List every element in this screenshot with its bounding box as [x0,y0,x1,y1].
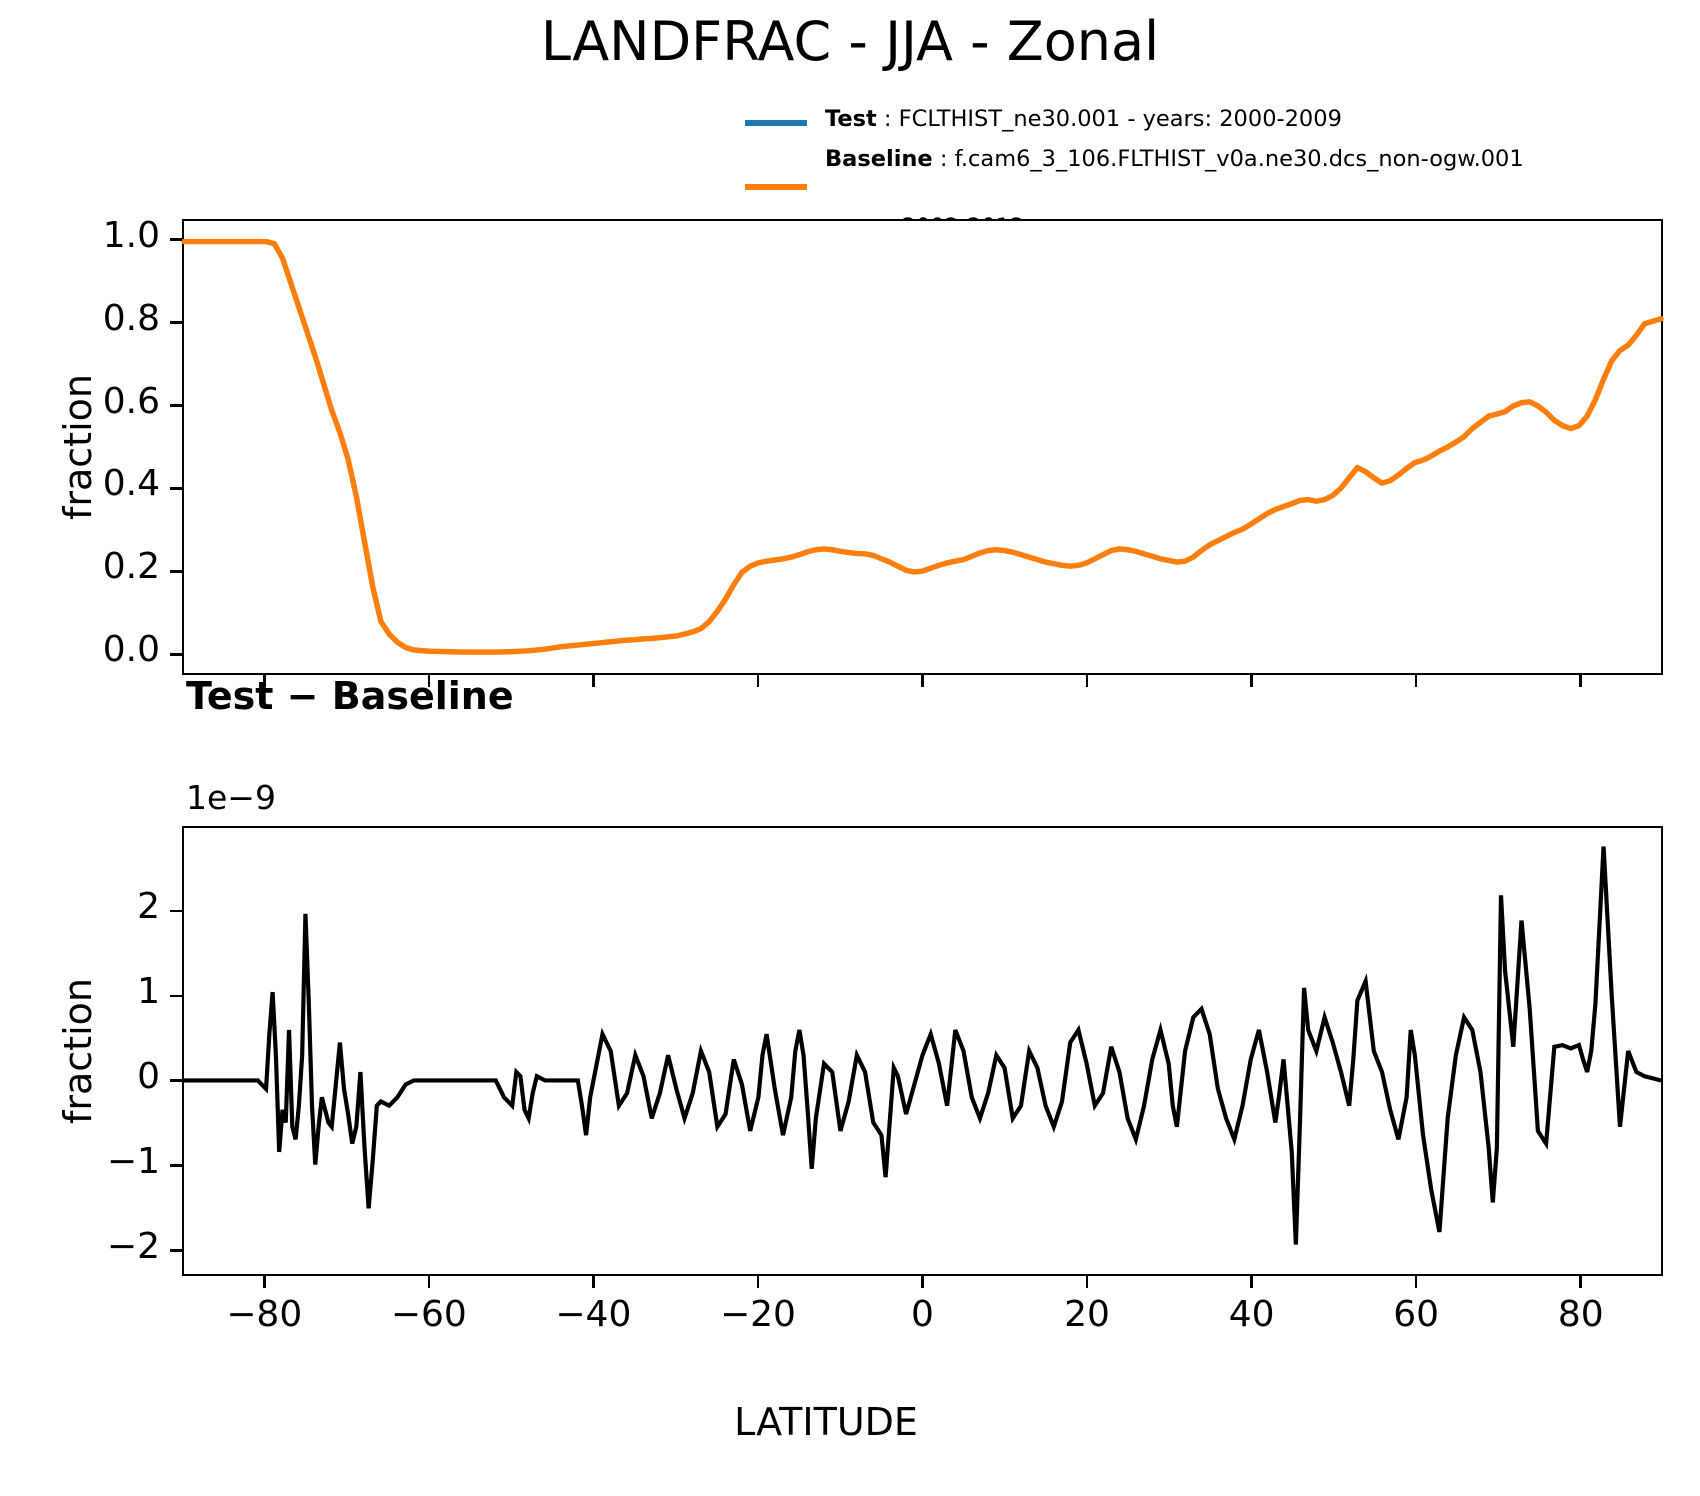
bottom-plot-axes [182,826,1663,1276]
x-tick-mark [1250,1276,1253,1288]
x-tick-mark [757,675,760,687]
x-tick-mark [1086,675,1089,687]
x-tick-mark [921,675,924,687]
x-tick-label: 20 [1007,1294,1167,1335]
y-tick-mark [170,1164,182,1167]
y-tick-mark [170,404,182,407]
y-tick-mark [170,1249,182,1252]
x-axis-label: LATITUDE [734,1400,918,1444]
y-tick-label: 0 [137,1056,160,1097]
legend-label-test: Test : FCLTHIST_ne30.001 - years: 2000-2… [825,106,1342,132]
legend-item-baseline: Baseline : f.cam6_3_106.FLTHIST_v0a.ne30… [745,144,1685,184]
x-tick-label: −80 [184,1294,344,1335]
x-tick-label: −20 [678,1294,838,1335]
y-tick-label: 0.2 [103,546,160,587]
y-tick-label: 1 [137,971,160,1012]
legend-label-test-value: FCLTHIST_ne30.001 - years: 2000-2009 [899,106,1342,132]
y-tick-label: 0.6 [103,381,160,422]
x-tick-mark [1415,675,1418,687]
x-tick-label: 40 [1172,1294,1332,1335]
y-tick-mark [170,570,182,573]
y-tick-mark [170,238,182,241]
x-tick-mark [592,675,595,687]
y-tick-label: 1.0 [103,215,160,256]
x-tick-mark [428,1276,431,1288]
x-tick-mark [263,1276,266,1288]
legend-label-baseline-sep: : [933,146,955,172]
y-tick-mark [170,653,182,656]
x-tick-label: 80 [1501,1294,1661,1335]
top-plot-lines [184,221,1661,673]
legend-swatch-baseline-icon [745,184,807,190]
y-tick-label: −1 [107,1141,160,1182]
bottom-plot-lines [184,828,1661,1274]
top-plot-axes [182,219,1663,675]
y-tick-mark [170,910,182,913]
y-tick-label: 0.0 [103,629,160,670]
x-tick-mark [1579,1276,1582,1288]
x-tick-mark [1415,1276,1418,1288]
top-y-axis-label: fraction [56,374,100,520]
x-tick-mark [921,1276,924,1288]
y-tick-mark [170,1079,182,1082]
legend-label-baseline-value: f.cam6_3_106.FLTHIST_v0a.ne30.dcs_non-og… [955,146,1524,172]
x-tick-mark [1579,675,1582,687]
legend-label-baseline: Baseline : f.cam6_3_106.FLTHIST_v0a.ne30… [825,146,1524,172]
x-tick-label: −60 [349,1294,509,1335]
y-tick-label: 0.8 [103,298,160,339]
y-tick-mark [170,321,182,324]
x-tick-mark [1086,1276,1089,1288]
bottom-y-offset-text: 1e−9 [186,778,276,817]
x-tick-mark [1250,675,1253,687]
legend: Test : FCLTHIST_ne30.001 - years: 2000-2… [745,104,1685,184]
x-tick-label: 60 [1336,1294,1496,1335]
x-tick-mark [592,1276,595,1288]
page-title: LANDFRAC - JJA - Zonal [0,10,1700,73]
y-tick-label: 2 [137,886,160,927]
y-tick-label: −2 [107,1226,160,1267]
bottom-y-axis-label: fraction [56,978,100,1124]
x-tick-mark [757,1276,760,1288]
difference-series-line [184,847,1661,1245]
legend-swatch-test-icon [745,120,807,126]
legend-label-test-sep: : [877,106,899,132]
y-tick-mark [170,995,182,998]
legend-item-test: Test : FCLTHIST_ne30.001 - years: 2000-2… [745,104,1685,144]
x-tick-label: 0 [843,1294,1003,1335]
y-tick-mark [170,487,182,490]
baseline-series-line [184,242,1661,653]
x-tick-label: −40 [513,1294,673,1335]
y-tick-label: 0.4 [103,463,160,504]
legend-label-test-key: Test [825,106,877,132]
legend-label-baseline-key: Baseline [825,146,933,172]
diff-subtitle: Test − Baseline [186,674,514,718]
figure-canvas: LANDFRAC - JJA - Zonal Test : FCLTHIST_n… [0,0,1700,1496]
